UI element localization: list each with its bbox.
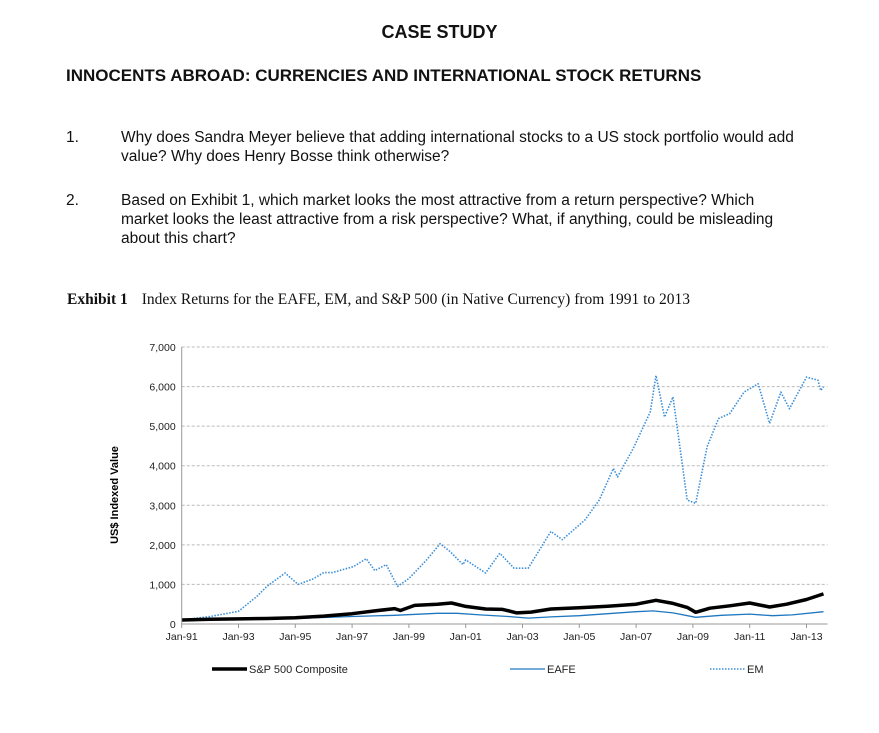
legend-label: EAFE (547, 664, 576, 676)
question-number: 2. (66, 192, 79, 209)
question-text: Based on Exhibit 1, which market looks t… (121, 192, 774, 247)
y-tick-label: 5,000 (149, 421, 175, 433)
y-tick-label: 7,000 (149, 342, 175, 354)
x-tick-label: Jan-09 (677, 631, 709, 643)
y-tick-label: 3,000 (149, 500, 175, 512)
x-tick-label: Jan-99 (393, 631, 425, 643)
x-tick-label: Jan-97 (336, 631, 368, 643)
legend-label: S&P 500 Composite (249, 664, 348, 676)
x-tick-label: Jan-93 (222, 631, 254, 643)
exhibit-caption-text: Index Returns for the EAFE, EM, and S&P … (141, 291, 691, 308)
x-tick-label: Jan-11 (734, 631, 765, 643)
exhibit-label: Exhibit 1 (67, 291, 128, 308)
series-line-eafe (181, 610, 824, 621)
x-tick-label: Jan-01 (450, 631, 482, 643)
line-chart: 0 1,000 2,000 3,000 4,000 5,000 6,000 7,000 Jan-… (109, 342, 828, 676)
y-tick-label: 4,000 (149, 461, 175, 473)
y-tick-label: 6,000 (149, 382, 175, 394)
x-tick-label: Jan-07 (620, 631, 652, 643)
x-tick-label: Jan-05 (563, 631, 595, 643)
case-title: INNOCENTS ABROAD: CURRENCIES AND INTERNA… (66, 66, 702, 85)
series-line-em (181, 374, 825, 621)
x-tick-label: Jan-95 (279, 631, 311, 643)
y-axis-label: US$ Indexed Value (109, 446, 121, 544)
y-tick-label: 1,000 (149, 579, 175, 591)
y-tick-label: 0 (170, 619, 176, 631)
series-line-s-p-500-composite (181, 592, 825, 622)
question-number: 1. (66, 129, 79, 146)
x-tick-label: Jan-03 (506, 631, 538, 643)
x-tick-label: Jan-91 (166, 631, 198, 643)
question-text: Why does Sandra Meyer believe that addin… (121, 129, 794, 165)
legend-label: EM (747, 664, 764, 676)
case-study-label: CASE STUDY (381, 22, 498, 42)
x-tick-label: Jan-13 (790, 631, 822, 643)
y-tick-label: 2,000 (149, 540, 175, 552)
exhibit-caption: Exhibit 1 Index Returns for the EAFE, EM,… (67, 291, 690, 309)
